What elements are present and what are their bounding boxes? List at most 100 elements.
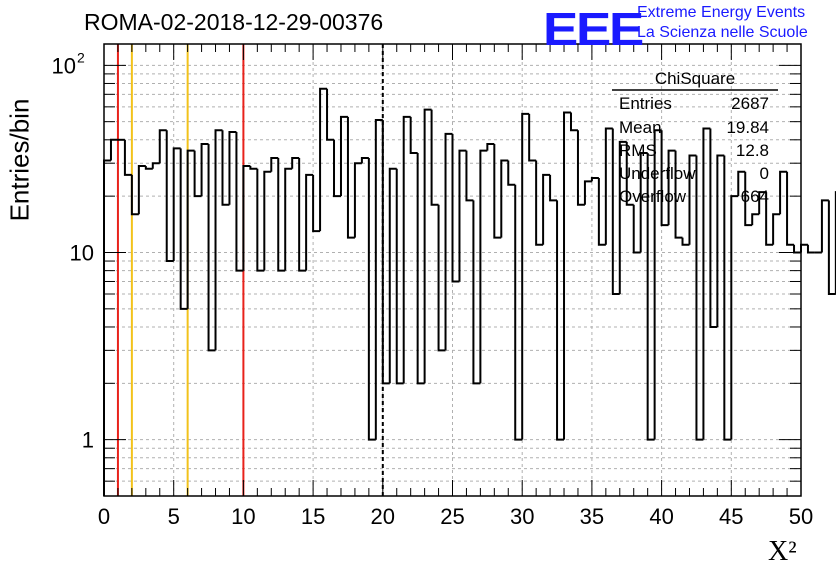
y-tick-label: 10 [70, 240, 94, 265]
histogram-bin [806, 244, 815, 254]
histogram-bin [270, 156, 279, 172]
histogram-bin [333, 139, 341, 198]
histogram-bin [569, 112, 578, 132]
x-tick-label: 40 [649, 504, 673, 529]
histogram-bin [458, 149, 467, 282]
histogram-bin [312, 174, 321, 233]
histogram-bin [451, 133, 460, 283]
histogram-bin [528, 113, 537, 162]
histogram-bin [535, 160, 544, 246]
histogram-bin [486, 142, 495, 151]
histogram-bin [360, 156, 369, 164]
histogram-bin [660, 130, 669, 227]
y-axis-label: Entries/bin [4, 98, 35, 222]
histogram-bin [291, 156, 300, 169]
stats-label: Mean [619, 118, 662, 137]
histogram-bin [688, 154, 697, 245]
histogram-bin [639, 152, 648, 253]
histogram-bin [249, 165, 258, 170]
histogram-bin [444, 132, 453, 351]
x-tick-label: 10 [231, 504, 255, 529]
histogram-bin [179, 148, 188, 310]
logo-line-2: La Scienza nelle Scuole [637, 24, 808, 41]
histogram-bin [409, 116, 418, 155]
histogram-bin [137, 164, 146, 215]
stats-value: 19.84 [726, 118, 769, 137]
histogram-bin [556, 200, 565, 441]
histogram-bin [479, 149, 488, 384]
stats-box-title: ChiSquare [654, 69, 736, 88]
histogram-bin [765, 192, 774, 246]
histogram-bin [549, 174, 558, 202]
histogram-bin [681, 237, 690, 246]
x-tick-label: 25 [440, 504, 464, 529]
histogram-bin [388, 167, 397, 384]
y-axis-label-box: Entries/bin [0, 98, 40, 222]
histogram-bin [793, 244, 801, 254]
histogram-bin [228, 131, 237, 205]
stats-value: 0 [759, 164, 769, 183]
histogram-bin [242, 164, 251, 271]
histogram-bin [695, 155, 704, 441]
histogram-bin [772, 213, 781, 245]
histogram-bin [646, 153, 655, 441]
histogram-bin [779, 170, 788, 215]
histogram-bin [186, 149, 195, 309]
histogram-bin [618, 140, 627, 295]
histogram-bin [367, 157, 376, 441]
stats-value: 12.8 [735, 141, 769, 160]
x-tick-label: 15 [301, 504, 325, 529]
histogram-bin [465, 150, 474, 202]
histogram-bin [702, 127, 711, 440]
histogram-bin [820, 199, 829, 253]
x-tick-label: 5 [168, 504, 180, 529]
eee-logo: EEE [543, 3, 644, 55]
histogram-bin [730, 195, 739, 440]
histogram-bin [193, 150, 202, 198]
histogram-bin [263, 170, 272, 271]
histogram-bin [737, 170, 746, 197]
stats-label: Entries [619, 94, 672, 113]
histogram-bin [103, 159, 111, 496]
stats-value: 664 [740, 187, 769, 206]
histogram-bin [374, 119, 383, 440]
y-tick-label: 10 [52, 53, 76, 78]
histogram-bin [500, 159, 509, 238]
histogram-bin [144, 165, 153, 170]
histogram-bin [381, 120, 390, 385]
histogram-bin [123, 139, 132, 176]
stats-label: Overflow [619, 187, 687, 206]
x-tick-label: 50 [789, 504, 813, 529]
histogram-bin [590, 177, 599, 182]
histogram-bin [277, 157, 286, 272]
histogram-bin [416, 153, 425, 385]
histogram-bin [284, 167, 293, 271]
histogram-bin [319, 87, 328, 232]
histogram-bin [151, 162, 160, 169]
stats-label: Underflow [619, 164, 696, 183]
histogram-bin [214, 129, 223, 351]
histogram-bin [751, 213, 760, 226]
histogram-bin [521, 112, 530, 440]
histogram-bin [158, 129, 167, 164]
histogram-bin [632, 204, 641, 254]
histogram-bin [353, 162, 362, 238]
histogram-bin [395, 168, 404, 385]
histogram-bin [402, 115, 411, 384]
histogram-bin [165, 130, 174, 263]
x-tick-label: 0 [98, 504, 110, 529]
histogram-bin [472, 200, 481, 385]
histogram-bin [235, 132, 244, 272]
stats-value: 2687 [731, 94, 769, 113]
histogram-bin [221, 130, 230, 206]
x-tick-label: 20 [371, 504, 395, 529]
x-axis-label: X² [768, 536, 797, 567]
stats-label: RMS [619, 141, 657, 160]
logo-line-1: Extreme Energy Events [637, 4, 806, 21]
histogram-bin [667, 149, 676, 226]
histogram-bin [583, 180, 592, 205]
histogram-bin [563, 111, 571, 440]
histogram-bin [611, 128, 620, 296]
x-tick-label: 30 [510, 504, 534, 529]
histogram-bin [493, 143, 502, 239]
